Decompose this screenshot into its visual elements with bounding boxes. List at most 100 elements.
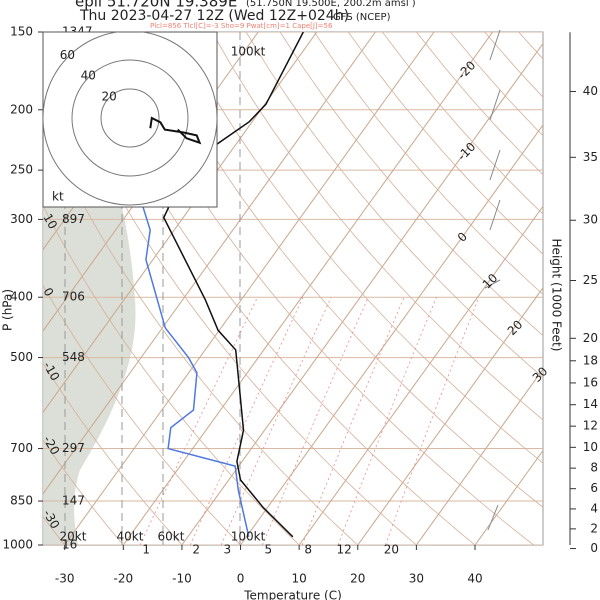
isotherm [415, 368, 543, 545]
x-tick-label: 30 [409, 572, 424, 586]
adiabat-label: 10 [40, 211, 60, 231]
y2-tick-label: 35 [583, 150, 598, 164]
mixing-ratio-label: 3 [223, 543, 231, 557]
y-tick-label: 850 [10, 494, 33, 508]
wind-speed-label: 100kt [231, 45, 266, 59]
height-label: 706 [62, 290, 85, 304]
dry-adiabat [245, 32, 543, 378]
mixing-ratio-label: 5 [265, 543, 273, 557]
y2-tick-label: 16 [583, 375, 598, 389]
dry-adiabat [0, 32, 6, 545]
x-axis-label: Temperature (C) [243, 589, 342, 600]
y2-tick-label: 2 [590, 521, 598, 535]
y2-tick-label: 6 [590, 481, 598, 495]
x-tick-label: 40 [467, 572, 482, 586]
mixing-ratio-line [385, 297, 480, 545]
mixing-ratio-line [301, 297, 405, 545]
y-tick-label: 250 [10, 163, 33, 177]
y2-tick-label: 20 [583, 331, 598, 345]
y2-tick-label: 14 [583, 397, 598, 411]
x-tick-label: 0 [237, 572, 245, 586]
dry-adiabat [43, 34, 417, 545]
mixing-ratio-line [189, 297, 304, 545]
hodograph [43, 32, 217, 206]
hodograph-ring-label: 60 [60, 48, 75, 62]
hodograph-unit: kt [52, 190, 64, 204]
y2-tick-label: 4 [590, 501, 598, 515]
dry-adiabat [143, 32, 543, 508]
isotherm [43, 32, 376, 495]
dry-adiabat [43, 362, 183, 545]
y2-axis-label: Height (1000 Feet) [550, 239, 564, 352]
hodograph-ring [100, 88, 160, 148]
dry-adiabat [43, 284, 241, 545]
isotherm [357, 286, 543, 545]
mixing-ratio-line [220, 297, 332, 545]
y2-tick-label: 25 [583, 273, 598, 287]
y2-tick-label: 8 [590, 461, 598, 475]
mixing-ratio-line [139, 297, 258, 545]
x-tick-label: -30 [55, 572, 75, 586]
mixing-ratio-label: 8 [304, 543, 312, 557]
x-tick-label: -10 [172, 572, 192, 586]
y-tick-label: 700 [10, 441, 33, 455]
height-label: 147 [62, 494, 85, 508]
height-label: 16 [62, 538, 77, 552]
x-tick-label: 20 [350, 572, 365, 586]
y2-tick-label: 10 [583, 440, 598, 454]
y2-tick-label: 12 [583, 419, 598, 433]
hodograph-line [149, 116, 202, 145]
hodograph-ring [43, 32, 217, 206]
mixing-ratio-label: 2 [192, 543, 200, 557]
x-tick-label: 10 [292, 572, 307, 586]
wind-speed-label: 100kt [231, 530, 266, 544]
dry-adiabat [382, 32, 543, 215]
mixing-ratio-label: 20 [384, 543, 399, 557]
dry-adiabat [75, 32, 476, 545]
isotherm [122, 32, 494, 545]
dry-adiabat [109, 32, 534, 545]
wind-speed-label: 20kt [60, 530, 87, 544]
wind-barbs [484, 29, 501, 531]
isotherm [64, 32, 435, 545]
y-tick-label: 1000 [2, 538, 33, 552]
mixing-ratio-line [262, 297, 369, 545]
wind-speed-label: 60kt [158, 530, 185, 544]
y2-tick-label: 40 [583, 84, 598, 98]
dry-adiabat [313, 32, 543, 296]
y-tick-label: 150 [10, 25, 33, 39]
hodograph-ring [71, 59, 189, 177]
dry-adiabat [177, 32, 543, 464]
location-note: (51.750N 19.500E, 200.2m amsl ) [246, 0, 416, 9]
height-label: 548 [62, 350, 85, 364]
model: GFS (NCEP) [333, 12, 391, 23]
y-tick-label: 400 [10, 290, 33, 304]
dry-adiabat [211, 32, 543, 421]
indices: Plcl=856 Tlcl[C]=-3 Sho=9 Pwat[cm]=1 Cap… [150, 22, 333, 30]
mixing-ratio-label: 12 [336, 543, 351, 557]
dry-adiabat [347, 32, 543, 255]
dry-adiabat [43, 439, 124, 545]
title: epil 51.720N 19.389E [75, 0, 237, 11]
dry-adiabat [279, 32, 543, 337]
y-axis-label: P (hPa) [1, 289, 15, 331]
dry-adiabat [43, 121, 359, 545]
hodograph-ring-label: 20 [101, 90, 116, 104]
subtitle: Thu 2023-04-27 12Z (Wed 12Z+024h) [79, 8, 349, 24]
hodograph-ring-label: 40 [81, 69, 96, 83]
mixing-ratio-label: 1 [142, 543, 150, 557]
isotherm [240, 124, 543, 545]
y-tick-label: 200 [10, 102, 33, 116]
wind-speed-label: 40kt [117, 530, 144, 544]
isotherm [298, 205, 543, 545]
isotherm [474, 449, 543, 545]
y2-tick-label: 18 [583, 353, 598, 367]
y-tick-label: 500 [10, 350, 33, 364]
profile-line [162, 32, 304, 538]
y-tick-label: 300 [10, 212, 33, 226]
dry-adiabat [43, 204, 300, 545]
mixing-ratio-line [337, 297, 437, 545]
height-label: 297 [62, 441, 85, 455]
